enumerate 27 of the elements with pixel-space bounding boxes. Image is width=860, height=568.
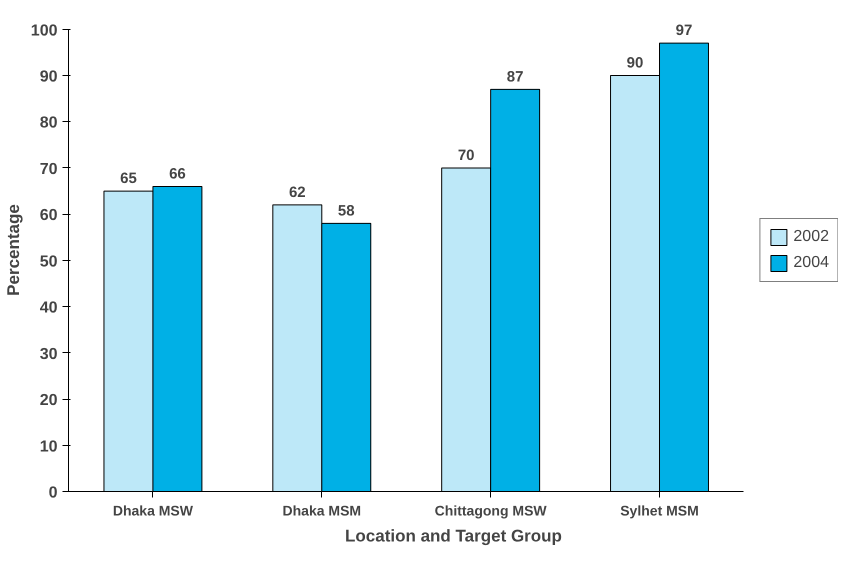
y-tick-label: 100 bbox=[30, 22, 58, 40]
x-tick-label: Dhaka MSM bbox=[282, 502, 362, 518]
data-label: 62 bbox=[288, 184, 306, 201]
x-axis-title: Location and Target Group bbox=[345, 526, 562, 546]
x-tick-label: Sylhet MSM bbox=[620, 502, 699, 518]
data-label: 65 bbox=[120, 170, 137, 188]
y-tick-label: 70 bbox=[40, 160, 58, 178]
data-label: 97 bbox=[676, 22, 692, 40]
y-tick-label: 80 bbox=[40, 114, 58, 132]
legend-label: 2002 bbox=[793, 228, 829, 246]
y-tick-label: 40 bbox=[40, 300, 58, 317]
x-tick-label: Chittagong MSW bbox=[434, 502, 548, 518]
y-tick-label: 90 bbox=[40, 68, 58, 86]
y-tick-label: 0 bbox=[48, 484, 58, 502]
x-tick-label: Dhaka MSW bbox=[112, 502, 194, 518]
data-label: 90 bbox=[626, 54, 644, 72]
y-tick-label: 60 bbox=[40, 207, 58, 224]
y-tick-label: 30 bbox=[40, 346, 58, 363]
y-tick-label: 50 bbox=[40, 253, 58, 270]
legend-label: 2004 bbox=[793, 254, 829, 272]
data-label: 70 bbox=[458, 146, 475, 164]
data-label: 66 bbox=[169, 165, 186, 182]
data-label: 58 bbox=[338, 202, 355, 220]
y-tick-label: 20 bbox=[40, 392, 58, 410]
data-label: 87 bbox=[506, 68, 524, 86]
y-axis-title: Percentage bbox=[4, 204, 23, 296]
y-tick-label: 10 bbox=[40, 438, 58, 456]
